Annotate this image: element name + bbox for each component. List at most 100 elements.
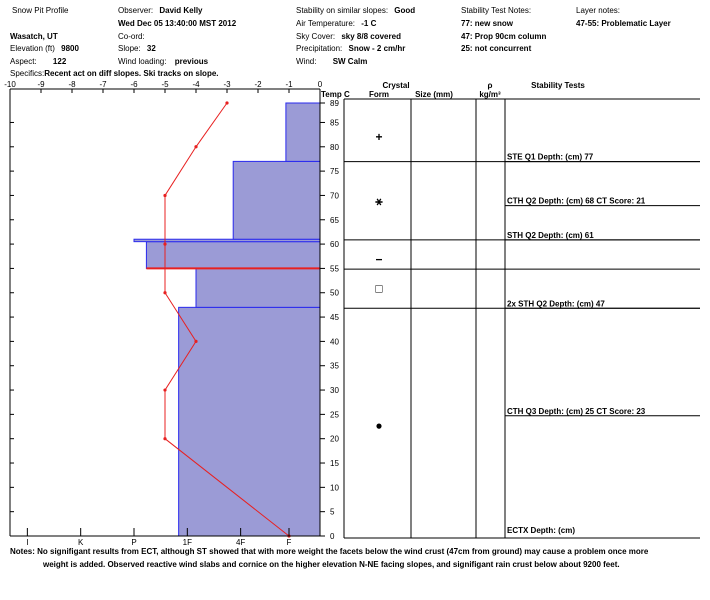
hardness-layer-2 bbox=[145, 241, 321, 269]
size-column-header: Size (mm) bbox=[415, 90, 453, 99]
hardness-layer-5 bbox=[285, 102, 321, 162]
test-note-3: 25: not concurrent bbox=[461, 44, 532, 53]
specifics-row: Specifics:Recent act on diff slopes. Ski… bbox=[10, 69, 219, 79]
temperature-point-4 bbox=[163, 291, 167, 295]
aspect-value: 122 bbox=[52, 57, 67, 66]
crystal-form-2: − bbox=[375, 252, 382, 266]
height-tick-label: 70 bbox=[330, 191, 339, 200]
stability-test-5: ECTX Depth: (cm) bbox=[507, 526, 575, 535]
sky-row: Sky Cover: sky 8/8 covered bbox=[296, 32, 401, 42]
height-tick-label: 35 bbox=[330, 362, 339, 371]
temp-tick-label: -3 bbox=[223, 80, 231, 89]
temperature-point-7 bbox=[194, 145, 198, 149]
height-tick-label: 30 bbox=[330, 386, 339, 395]
height-tick-label: 75 bbox=[330, 167, 339, 176]
temp-column-header: Temp C bbox=[321, 90, 350, 99]
height-tick-label: 80 bbox=[330, 143, 339, 152]
temp-tick-label: -7 bbox=[99, 80, 107, 89]
hardness-axis: I K P 1F 4F F bbox=[26, 528, 292, 545]
height-tick-label: 45 bbox=[330, 313, 339, 322]
wind-row: Wind: SW Calm bbox=[296, 57, 367, 67]
hardness-tick-label: I bbox=[26, 538, 28, 545]
hardness-layer-1 bbox=[195, 267, 321, 308]
observer-row: Observer: David Kelly bbox=[118, 6, 203, 16]
temp-tick-label: -1 bbox=[285, 80, 293, 89]
height-tick-label: 89 bbox=[330, 99, 339, 108]
notes-line-1: No signifigant results from ECT, althoug… bbox=[37, 547, 649, 556]
notes-label: Notes: bbox=[10, 547, 35, 556]
slope-row: Slope: 32 bbox=[118, 44, 156, 54]
temperature-axis: -10 -9 -8 -7 -6 -5 -4 -3 -2 -1 0 bbox=[4, 80, 323, 537]
stability-label: Stability on similar slopes: bbox=[296, 6, 389, 15]
snow-pit-chart: -10 -9 -8 -7 -6 -5 -4 -3 -2 -1 0 I K P 1F 4F F 05101520… bbox=[4, 80, 700, 545]
layer-notes-label: Layer notes: bbox=[576, 6, 621, 15]
air-temp-label: Air Temperature: bbox=[296, 19, 355, 28]
form-column-header: Form bbox=[369, 90, 389, 99]
height-tick-label: 60 bbox=[330, 240, 339, 249]
temp-tick-label: -10 bbox=[4, 80, 16, 89]
stability-test-2: STH Q2 Depth: (cm) 61 bbox=[507, 231, 594, 240]
height-tick-label: 0 bbox=[330, 532, 335, 541]
elevation-row: Elevation (ft) 9800 bbox=[10, 44, 79, 54]
specifics-label: Specifics: bbox=[10, 69, 45, 78]
wind-loading-value: previous bbox=[174, 57, 209, 66]
height-tick-label: 40 bbox=[330, 337, 339, 346]
stability-test-1: CTH Q2 Depth: (cm) 68 CT Score: 21 bbox=[507, 197, 646, 206]
temperature-point-2 bbox=[163, 388, 167, 392]
hardness-tick-label: P bbox=[131, 538, 136, 545]
height-tick-label: 5 bbox=[330, 508, 335, 517]
height-tick-label: 25 bbox=[330, 410, 339, 419]
hardness-layers bbox=[133, 102, 321, 537]
layer-note-1: 47-55: Problematic Layer bbox=[576, 19, 671, 28]
stability-value: Good bbox=[394, 6, 416, 15]
height-tick-label: 15 bbox=[330, 459, 339, 468]
wind-loading-label: Wind loading: bbox=[118, 57, 167, 66]
stability-test-list: STE Q1 Depth: (cm) 77 CTH Q2 Depth: (cm) … bbox=[505, 153, 700, 535]
crystal-forms: + ⚹ − □ ● bbox=[374, 130, 383, 432]
air-temp-row: Air Temperature: -1 C bbox=[296, 19, 376, 29]
precip-row: Precipitation: Snow - 2 cm/hr bbox=[296, 44, 405, 54]
temperature-profile bbox=[163, 101, 291, 538]
stability-tests-header: Stability Tests bbox=[531, 81, 585, 90]
slope-value: 32 bbox=[146, 44, 156, 53]
observer-value: David Kelly bbox=[159, 6, 203, 15]
crystal-header: Crystal bbox=[382, 81, 409, 90]
notes-line-2: weight is added. Observed reactive wind … bbox=[43, 560, 620, 569]
notes: Notes: No signifigant results from ECT, … bbox=[10, 545, 700, 571]
height-tick-label: 20 bbox=[330, 435, 339, 444]
hardness-tick-label: F bbox=[287, 538, 292, 545]
test-note-2: 47: Prop 90cm column bbox=[461, 32, 547, 41]
aspect-label: Aspect: bbox=[10, 57, 37, 66]
precip-value: Snow - 2 cm/hr bbox=[348, 44, 406, 53]
hardness-tick-label: 4F bbox=[236, 538, 245, 545]
observation-datetime: Wed Dec 05 13:40:00 MST 2012 bbox=[118, 19, 237, 28]
crystal-form-4: ● bbox=[375, 419, 382, 433]
temp-tick-label: -4 bbox=[192, 80, 200, 89]
temperature-point-1 bbox=[163, 437, 167, 441]
temperature-point-3 bbox=[194, 339, 198, 343]
temperature-point-6 bbox=[163, 193, 167, 198]
sky-value: sky 8/8 covered bbox=[341, 32, 401, 41]
stability-row: Stability on similar slopes: Good bbox=[296, 6, 415, 16]
density-symbol: ρ bbox=[488, 81, 493, 90]
hardness-tick-label: K bbox=[78, 538, 84, 545]
wind-loading-row: Wind loading: previous bbox=[118, 57, 208, 67]
height-tick-label: 10 bbox=[330, 483, 339, 492]
temp-tick-label: -6 bbox=[130, 80, 138, 89]
hardness-tick-label: 1F bbox=[183, 538, 192, 545]
crystal-form-3: □ bbox=[375, 282, 382, 296]
elevation-value: 9800 bbox=[61, 44, 79, 53]
specifics-value: Recent act on diff slopes. Ski tracks on… bbox=[44, 69, 219, 78]
crystal-form-0: + bbox=[375, 130, 382, 144]
height-tick-label: 65 bbox=[330, 216, 339, 225]
stability-test-4: CTH Q3 Depth: (cm) 25 CT Score: 23 bbox=[507, 407, 646, 416]
aspect-row: Aspect: 122 bbox=[10, 57, 66, 67]
coord-label: Co-ord: bbox=[118, 32, 145, 41]
temp-tick-label: -5 bbox=[161, 80, 169, 89]
temp-tick-label: 0 bbox=[318, 80, 323, 89]
height-tick-label: 50 bbox=[330, 289, 339, 298]
stability-test-0: STE Q1 Depth: (cm) 77 bbox=[507, 153, 594, 162]
hardness-layer-4 bbox=[232, 160, 321, 240]
stability-test-3: 2x STH Q2 Depth: (cm) 47 bbox=[507, 299, 605, 308]
wind-value: SW Calm bbox=[332, 57, 368, 66]
